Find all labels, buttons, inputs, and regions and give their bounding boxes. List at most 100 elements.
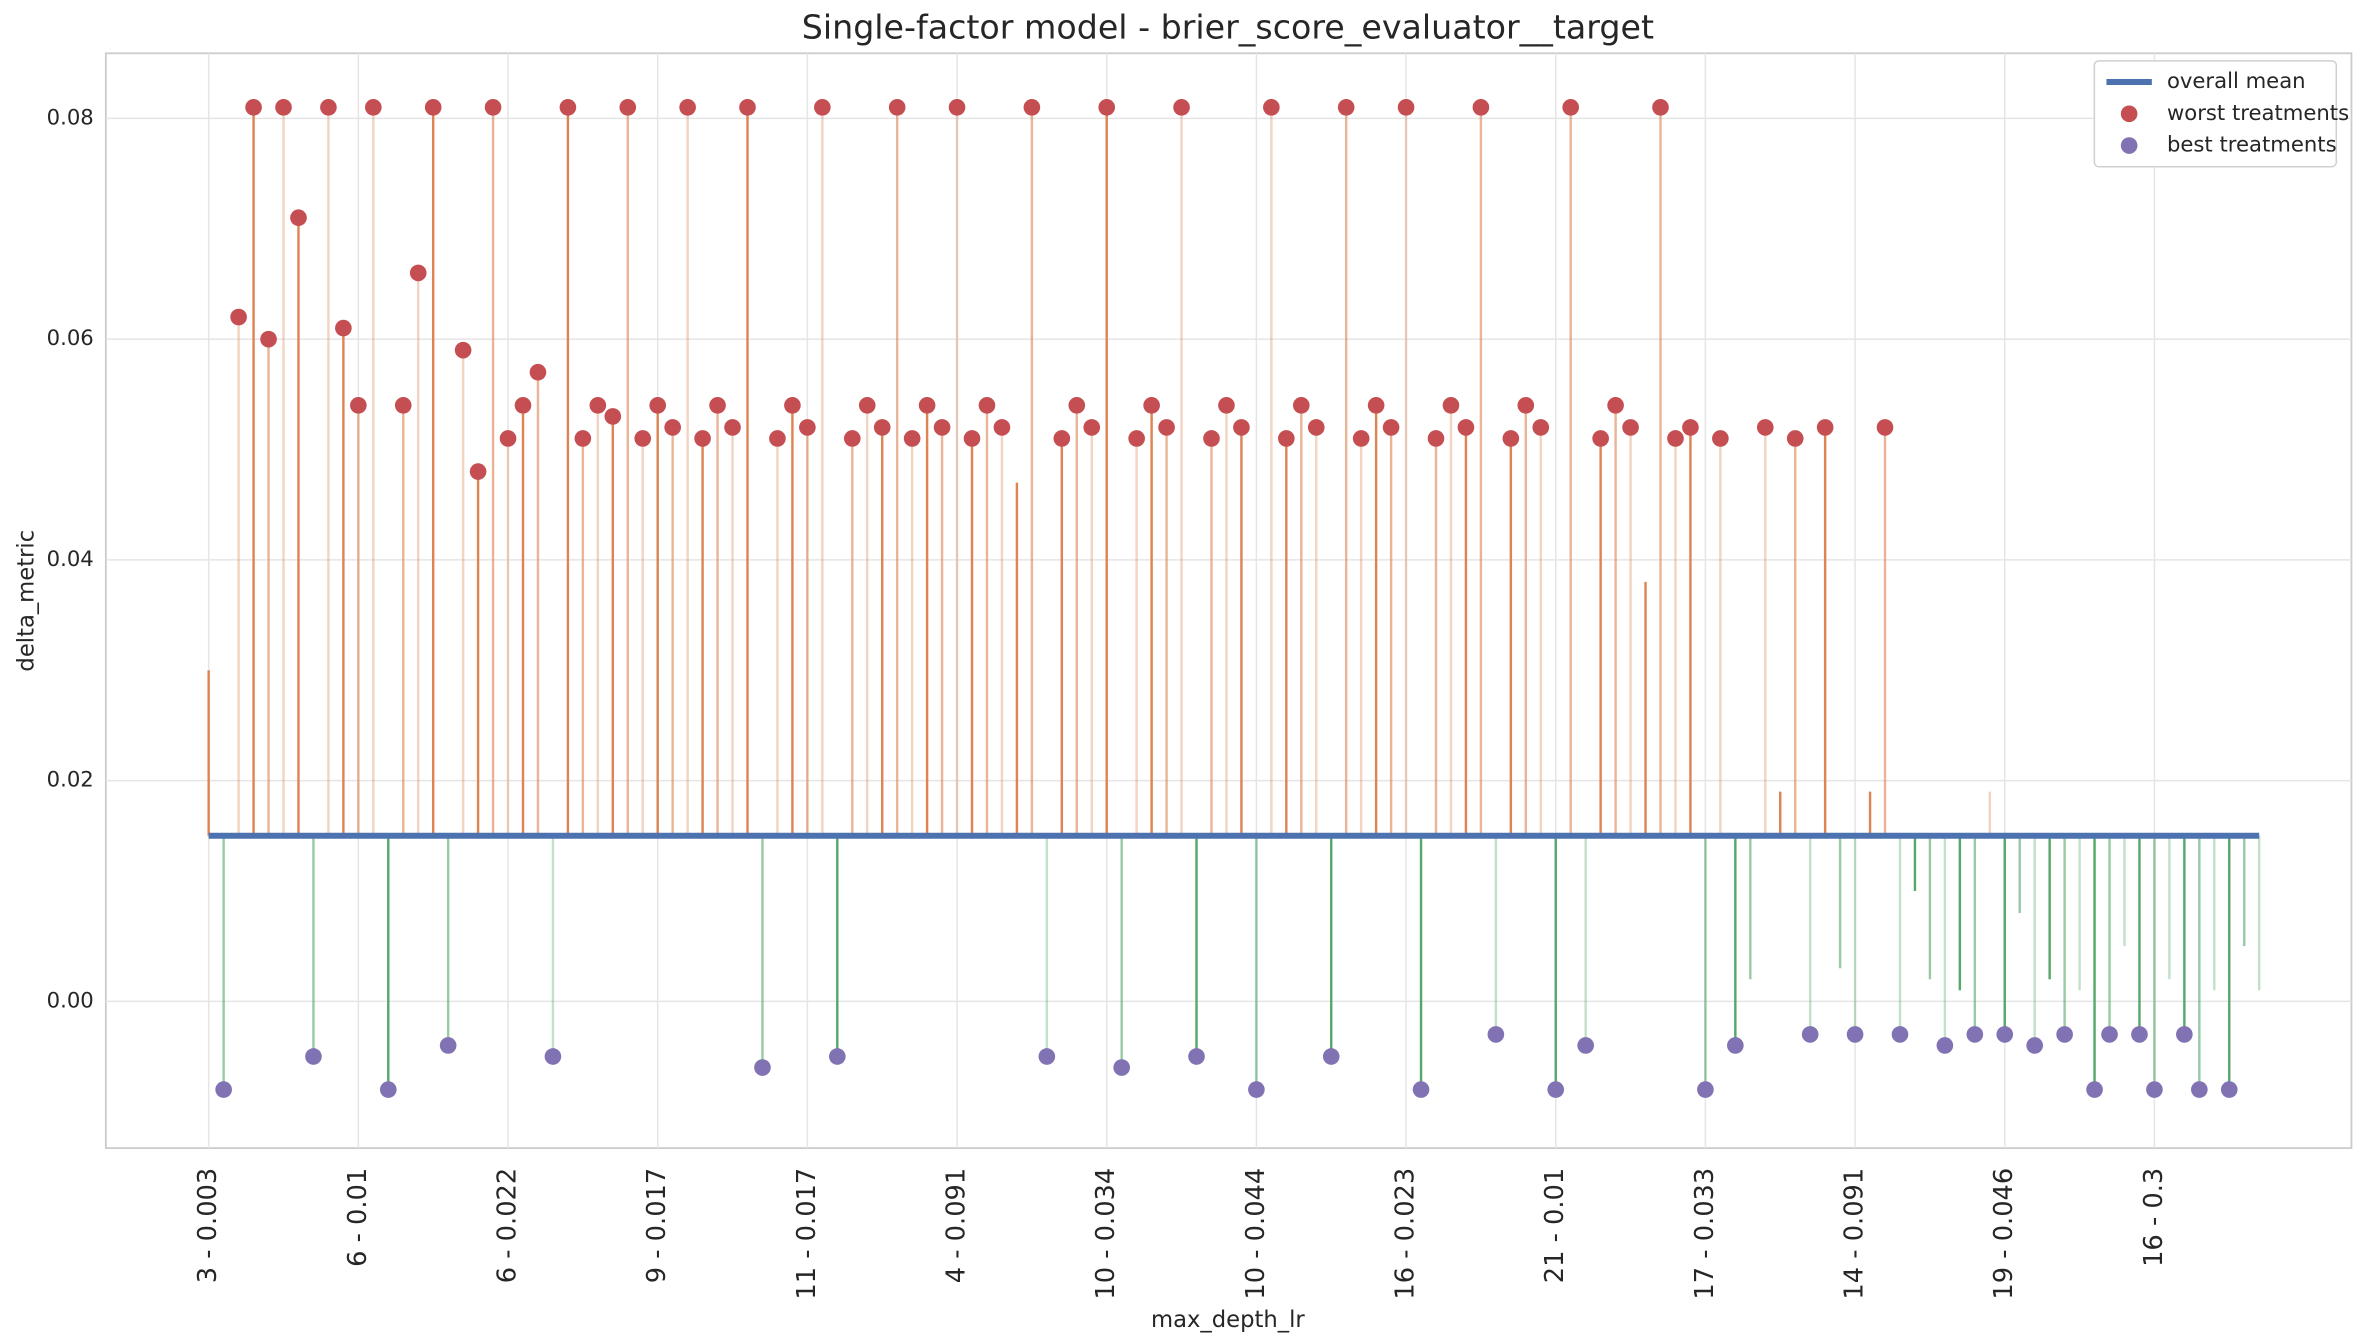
point [215, 1081, 232, 1098]
point [664, 419, 681, 436]
point [305, 1048, 322, 1065]
point [634, 430, 652, 447]
point [649, 397, 667, 414]
y-tick-label: 0.00 [47, 987, 94, 1012]
point [1667, 430, 1684, 447]
point [1143, 397, 1160, 414]
point [1936, 1037, 1954, 1054]
point [799, 419, 816, 436]
point [1248, 1081, 1265, 1098]
point [335, 319, 352, 337]
marks [207, 99, 2261, 1098]
legend: overall mean worst treatments best treatme… [2093, 60, 2349, 168]
point [559, 99, 577, 116]
legend-label: best treatments [2167, 132, 2337, 157]
x-tick-label: 9 - 0.017 [642, 1168, 672, 1283]
point [1996, 1026, 2014, 1043]
point [814, 99, 831, 116]
chart-title: Single-factor model - brier_score_evalua… [802, 8, 1654, 47]
point [245, 99, 262, 116]
point [499, 430, 517, 447]
x-tick-label: 6 - 0.01 [343, 1168, 373, 1267]
point [1607, 397, 1624, 414]
point [1472, 99, 1490, 116]
point [1068, 397, 1086, 414]
point [424, 99, 442, 116]
point [1517, 397, 1535, 414]
legend-swatch [2120, 137, 2138, 154]
point [2101, 1026, 2118, 1043]
point [769, 430, 786, 447]
point [1382, 419, 1400, 436]
point [604, 408, 622, 425]
point [963, 430, 981, 447]
point [589, 397, 607, 414]
point [529, 363, 547, 381]
point [1487, 1026, 1505, 1043]
x-tick-label: 6 - 0.022 [493, 1168, 523, 1283]
point [754, 1059, 771, 1076]
point [454, 341, 472, 359]
point [409, 264, 427, 282]
point [903, 430, 921, 447]
point [1756, 419, 1774, 436]
point [724, 419, 741, 436]
point [2146, 1081, 2163, 1098]
point [1023, 99, 1041, 116]
point [1502, 430, 1520, 447]
point [1622, 419, 1639, 436]
point [873, 419, 891, 436]
point [2026, 1037, 2044, 1054]
x-tick-label: 19 - 0.046 [1989, 1168, 2019, 1300]
point [1128, 430, 1145, 447]
legend-label: overall mean [2167, 68, 2306, 93]
point [1577, 1037, 1594, 1054]
point [514, 397, 532, 414]
point [1307, 419, 1325, 436]
point [1442, 397, 1460, 414]
point [2176, 1026, 2193, 1043]
plot-frame [104, 52, 2353, 1150]
point [2056, 1026, 2073, 1043]
point [1263, 99, 1280, 116]
legend-label: worst treatments [2167, 100, 2349, 125]
point [2086, 1081, 2103, 1098]
point [574, 430, 592, 447]
y-tick-label: 0.04 [47, 546, 94, 571]
legend-box [2093, 60, 2338, 168]
point [365, 99, 382, 116]
point [709, 397, 726, 414]
point [439, 1037, 457, 1054]
x-tick-label: 14 - 0.091 [1840, 1168, 1870, 1300]
point [1397, 99, 1415, 116]
x-tick-label: 17 - 0.033 [1690, 1168, 1720, 1300]
point [544, 1048, 562, 1065]
point [350, 397, 367, 414]
point [948, 99, 966, 116]
x-tick-label: 10 - 0.034 [1091, 1168, 1121, 1300]
point [1083, 419, 1101, 436]
point [1652, 99, 1669, 116]
point [1786, 430, 1804, 447]
point [918, 397, 936, 414]
point [933, 419, 951, 436]
point [1412, 1081, 1430, 1098]
point [1876, 419, 1894, 436]
x-tick-label: 3 - 0.003 [193, 1168, 223, 1283]
point [1218, 397, 1235, 414]
point [1532, 419, 1550, 436]
y-tick-label: 0.06 [47, 325, 94, 350]
point [1846, 1026, 1864, 1043]
point [978, 397, 996, 414]
legend-swatch [2120, 105, 2138, 123]
point [469, 463, 487, 480]
x-axis-label: max_depth_lr [1151, 1307, 1305, 1333]
point [828, 1048, 846, 1065]
point [1203, 430, 1220, 447]
point [1352, 430, 1370, 447]
point [290, 209, 307, 227]
x-tick-label: 21 - 0.01 [1540, 1168, 1570, 1283]
point [1188, 1048, 1205, 1065]
x-tick-label: 11 - 0.017 [792, 1168, 822, 1300]
y-tick-label: 0.02 [47, 767, 94, 792]
